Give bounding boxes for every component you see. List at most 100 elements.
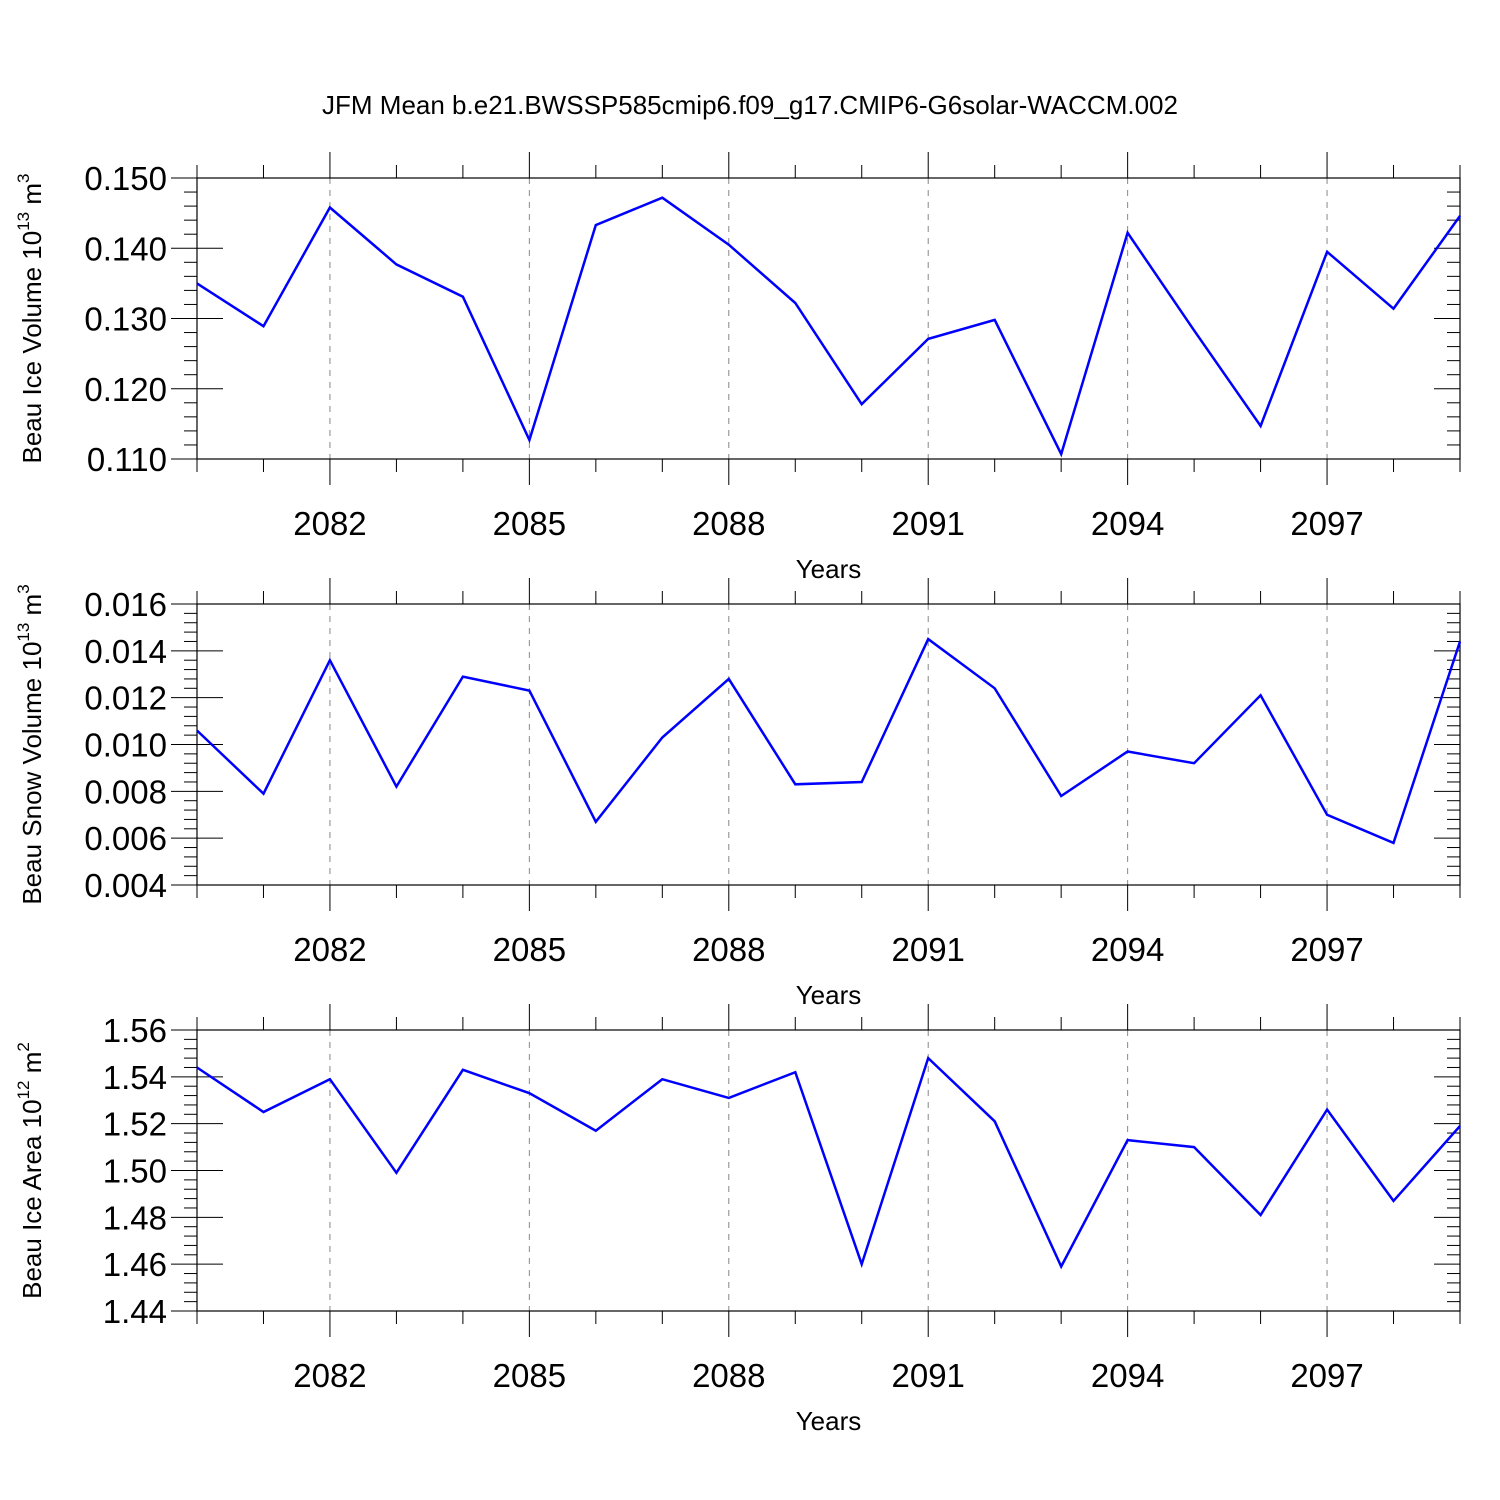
data-point xyxy=(1059,1265,1063,1269)
x-axis-title: Years xyxy=(796,1406,862,1436)
data-point xyxy=(660,735,664,739)
data-point xyxy=(1458,639,1462,643)
data-point xyxy=(394,785,398,789)
data-point xyxy=(1192,328,1196,332)
data-point xyxy=(1392,1199,1396,1203)
x-tick-label: 2094 xyxy=(1091,1357,1164,1394)
x-tick-label: 2082 xyxy=(293,931,366,968)
data-point xyxy=(860,780,864,784)
data-point xyxy=(594,223,598,227)
data-point xyxy=(993,686,997,690)
y-tick-label: 0.006 xyxy=(84,820,167,857)
x-tick-label: 2088 xyxy=(692,931,765,968)
data-point xyxy=(394,1171,398,1175)
data-point xyxy=(461,295,465,299)
y-axis-title: Beau Snow Volume 1013 m3 xyxy=(14,584,47,904)
data-point xyxy=(926,1056,930,1060)
figure-title: JFM Mean b.e21.BWSSP585cmip6.f09_g17.CMI… xyxy=(322,90,1178,120)
data-point xyxy=(993,1119,997,1123)
data-point xyxy=(1259,424,1263,428)
x-tick-label: 2097 xyxy=(1290,931,1363,968)
y-tick-label: 1.54 xyxy=(103,1059,167,1096)
data-point xyxy=(660,196,664,200)
data-point xyxy=(328,206,332,210)
data-point xyxy=(993,318,997,322)
series-line xyxy=(196,637,1462,845)
data-point xyxy=(793,782,797,786)
y-tick-label: 1.44 xyxy=(103,1293,167,1330)
y-tick-label: 0.140 xyxy=(84,230,167,267)
data-point xyxy=(1126,231,1130,235)
x-axis-title: Years xyxy=(796,980,862,1010)
y-tick-label: 0.012 xyxy=(84,680,167,717)
x-tick-label: 2091 xyxy=(891,931,964,968)
y-tick-label: 0.120 xyxy=(84,371,167,408)
x-tick-label: 2091 xyxy=(891,1357,964,1394)
data-point xyxy=(195,1065,199,1069)
data-point xyxy=(461,675,465,679)
data-point xyxy=(1458,1124,1462,1128)
y-tick-label: 0.008 xyxy=(84,773,167,810)
y-tick-label: 0.010 xyxy=(84,727,167,764)
plot-frame xyxy=(196,603,1461,886)
data-point xyxy=(1259,1213,1263,1217)
data-point xyxy=(195,281,199,285)
y-tick-label: 1.48 xyxy=(103,1199,167,1236)
data-point xyxy=(926,637,930,641)
data-point xyxy=(594,1129,598,1133)
x-tick-label: 2094 xyxy=(1091,505,1164,542)
x-tick-label: 2082 xyxy=(293,1357,366,1394)
data-point xyxy=(660,1077,664,1081)
y-tick-label: 0.130 xyxy=(84,301,167,338)
panel-2: 0.004 0.006 0.008 0.010 0.012 0.014 0.016 2082 2… xyxy=(14,578,1462,1010)
data-point xyxy=(1458,214,1462,218)
data-point xyxy=(793,301,797,305)
data-point xyxy=(527,438,531,442)
y-tick-label: 1.46 xyxy=(103,1246,167,1283)
data-point xyxy=(328,658,332,662)
series-line xyxy=(196,1055,1461,1270)
data-point xyxy=(261,1110,265,1114)
y-tick-label: 0.110 xyxy=(87,441,167,478)
data-point xyxy=(1392,307,1396,311)
x-tick-label: 2085 xyxy=(493,931,566,968)
plot-frame xyxy=(196,177,1461,460)
y-tick-label: 0.004 xyxy=(84,867,167,904)
data-point xyxy=(860,1262,864,1266)
data-point xyxy=(727,1096,731,1100)
data-point xyxy=(727,243,731,247)
x-tick-label: 2097 xyxy=(1290,1357,1363,1394)
y-axis-title: Beau Ice Area 1012 m2 xyxy=(14,1042,47,1299)
data-point xyxy=(1126,750,1130,754)
y-tick-label: 0.016 xyxy=(84,586,167,623)
data-point xyxy=(1059,452,1063,456)
y-tick-label: 1.50 xyxy=(103,1153,167,1190)
data-point xyxy=(261,324,265,328)
data-point xyxy=(793,1070,797,1074)
data-point xyxy=(1192,761,1196,765)
data-point xyxy=(1259,693,1263,697)
y-tick-label: 0.014 xyxy=(84,633,167,670)
data-point xyxy=(195,728,199,732)
x-tick-label: 2082 xyxy=(293,505,366,542)
data-point xyxy=(1325,1108,1329,1112)
data-point xyxy=(527,1091,531,1095)
data-point xyxy=(328,1077,332,1081)
series-line xyxy=(196,196,1462,458)
data-point xyxy=(1059,794,1063,798)
data-point xyxy=(1325,250,1329,254)
x-tick-label: 2094 xyxy=(1091,931,1164,968)
x-axis-title: Years xyxy=(796,554,862,584)
data-point xyxy=(594,820,598,824)
panel-1: 0.110 0.120 0.130 0.140 0.150 2082 2085 2088 209… xyxy=(14,152,1462,584)
x-tick-label: 2091 xyxy=(891,505,964,542)
data-point xyxy=(1126,1138,1130,1142)
y-axis-title: Beau Ice Volume 1013 m3 xyxy=(14,174,47,464)
x-tick-label: 2088 xyxy=(692,1357,765,1394)
data-point xyxy=(926,337,930,341)
data-point xyxy=(1325,813,1329,817)
x-tick-label: 2085 xyxy=(493,1357,566,1394)
y-tick-label: 1.52 xyxy=(103,1106,167,1143)
data-point xyxy=(1192,1145,1196,1149)
